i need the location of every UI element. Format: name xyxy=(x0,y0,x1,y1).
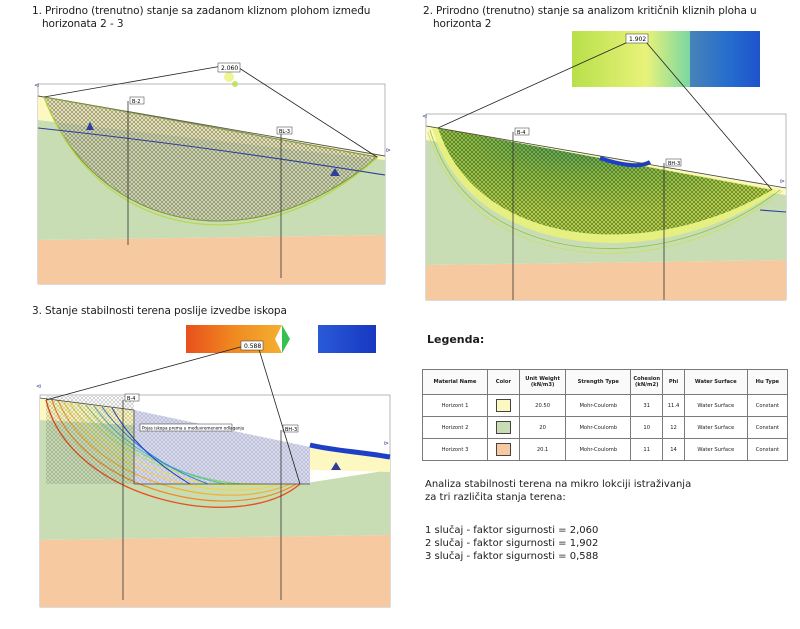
panel-3-title: 3. Stanje stabilnosti terena poslije izv… xyxy=(32,305,287,318)
legend-col-hu: Hu Type xyxy=(746,369,789,395)
table-row: Horizont 3 20.1 Mohr-Coulomb 11 14 Water… xyxy=(422,438,789,461)
water-surface: Water Surface xyxy=(683,438,748,461)
panel-1-water-surface xyxy=(37,127,386,176)
water-surface: Water Surface xyxy=(683,394,748,417)
summary-cases: 1 slučaj - faktor sigurnosti = 2,060 2 s… xyxy=(425,524,598,563)
legend-col-water: Water Surface xyxy=(683,369,748,395)
phi: 14 xyxy=(662,438,685,461)
unit-weight: 20 xyxy=(518,416,567,439)
table-row: Horizont 2 20 Mohr-Coulomb 10 12 Water S… xyxy=(422,416,789,439)
panel-3-section: B-4 BH-3 Pojas iskopa prema u međuvremen… xyxy=(36,325,391,608)
panel-3-point-a: B-4 xyxy=(127,396,135,402)
panel-3-heatmap-right xyxy=(318,325,376,353)
svg-text:⊲: ⊲ xyxy=(422,113,427,120)
summary-line1: Analiza stabilnosti terena na mikro lokc… xyxy=(425,479,692,490)
strength-type: Mohr-Coulomb xyxy=(565,416,632,439)
panel-1-title-line1: 1. Prirodno (trenutno) stanje sa zadanom… xyxy=(32,5,371,17)
material-name: Horizont 3 xyxy=(422,438,488,461)
legend-col-color: Color xyxy=(486,369,520,395)
panel-3-water-zone xyxy=(309,442,391,460)
panel-1-slip-arc xyxy=(43,96,379,226)
cohesion: 31 xyxy=(630,394,664,417)
material-name: Horizont 2 xyxy=(422,416,488,439)
panel-2-point-b: BH-3 xyxy=(668,161,680,167)
cohesion: 11 xyxy=(630,438,664,461)
panel-2-horizon-3 xyxy=(426,260,786,300)
summary-case2: 2 slučaj - faktor sigurnosti = 1,902 xyxy=(425,538,599,549)
panel-1-title: 1. Prirodno (trenutno) stanje sa zadanom… xyxy=(32,5,370,31)
summary-case3: 3 slučaj - faktor sigurnosti = 0,588 xyxy=(425,551,599,562)
legend-col-cohesion: Cohesion (kN/m2) xyxy=(630,369,664,395)
unit-weight: 20.50 xyxy=(518,394,567,417)
hu-type: Constant xyxy=(746,416,789,439)
panel-2-title: 2. Prirodno (trenutno) stanje sa analizo… xyxy=(423,5,757,31)
panel-1-point-b: BL-3 xyxy=(279,129,290,135)
svg-text:⊳: ⊳ xyxy=(384,440,389,447)
table-row: Horizont 1 20.50 Mohr-Coulomb 31 11.4 Wa… xyxy=(422,394,789,417)
panel-2-title-line1: 2. Prirodno (trenutno) stanje sa analizo… xyxy=(423,5,757,17)
svg-text:⊲: ⊲ xyxy=(36,383,41,390)
hu-type: Constant xyxy=(746,438,789,461)
panel-1-slip-surface xyxy=(43,96,379,222)
summary-case1: 1 slučaj - faktor sigurnosti = 2,060 xyxy=(425,525,599,536)
phi: 12 xyxy=(662,416,685,439)
panel-1-horizon-3 xyxy=(38,235,385,284)
panel-3-factor-label: 0.588 xyxy=(244,343,261,350)
color-swatch xyxy=(495,399,511,412)
svg-text:⊲: ⊲ xyxy=(34,82,39,89)
panel-1-title-line2: horizonata 2 - 3 xyxy=(42,18,124,30)
panel-2-factor-label: 1.902 xyxy=(629,36,646,43)
color-swatch xyxy=(495,443,511,456)
panel-1-factor-label: 2.060 xyxy=(221,65,238,72)
legend-col-phi: Phi xyxy=(662,369,685,395)
strength-type: Mohr-Coulomb xyxy=(565,394,632,417)
panel-2-section: B-4 BH-3 1.902 ⊲ ⊳ xyxy=(422,31,787,301)
svg-text:⊳: ⊳ xyxy=(386,147,391,154)
legend-col-strength: Strength Type xyxy=(565,369,632,395)
legend-title: Legenda: xyxy=(427,333,485,346)
unit-weight: 20.1 xyxy=(518,438,567,461)
cohesion: 10 xyxy=(630,416,664,439)
strength-type: Mohr-Coulomb xyxy=(565,438,632,461)
legend-col-material: Material Name xyxy=(422,369,488,395)
panel-3-note: Pojas iskopa prema u međuvremenom odlaga… xyxy=(142,426,245,431)
panel-2-title-line2: horizonta 2 xyxy=(433,18,492,30)
panel-1-point-a: B-2 xyxy=(132,99,140,105)
panel-3-horizon-3 xyxy=(40,535,390,607)
panel-1-water-marker xyxy=(330,168,340,176)
water-surface: Water Surface xyxy=(683,416,748,439)
panel-3-point-b: BH-3 xyxy=(285,427,297,433)
material-name: Horizont 1 xyxy=(422,394,488,417)
hu-type: Constant xyxy=(746,394,789,417)
panel-1-section: B-2 BL-3 2.060 ⊲ ⊳ xyxy=(34,62,391,285)
panel-2-point-a: B-4 xyxy=(517,130,525,136)
legend-table: Material Name Color Unit Weight (kN/m3) … xyxy=(422,369,789,461)
summary-intro: Analiza stabilnosti terena na mikro lokc… xyxy=(425,478,691,504)
legend-col-unit-weight: Unit Weight (kN/m3) xyxy=(518,369,567,395)
summary-line2: za tri različita stanja terena: xyxy=(425,492,566,503)
phi: 11.4 xyxy=(662,394,685,417)
legend-header-row: Material Name Color Unit Weight (kN/m3) … xyxy=(422,369,789,395)
panel-2-critical-zone xyxy=(599,156,652,168)
panel-3-title-line1: 3. Stanje stabilnosti terena poslije izv… xyxy=(32,305,287,317)
svg-text:⊳: ⊳ xyxy=(780,178,785,185)
color-swatch xyxy=(495,421,511,434)
